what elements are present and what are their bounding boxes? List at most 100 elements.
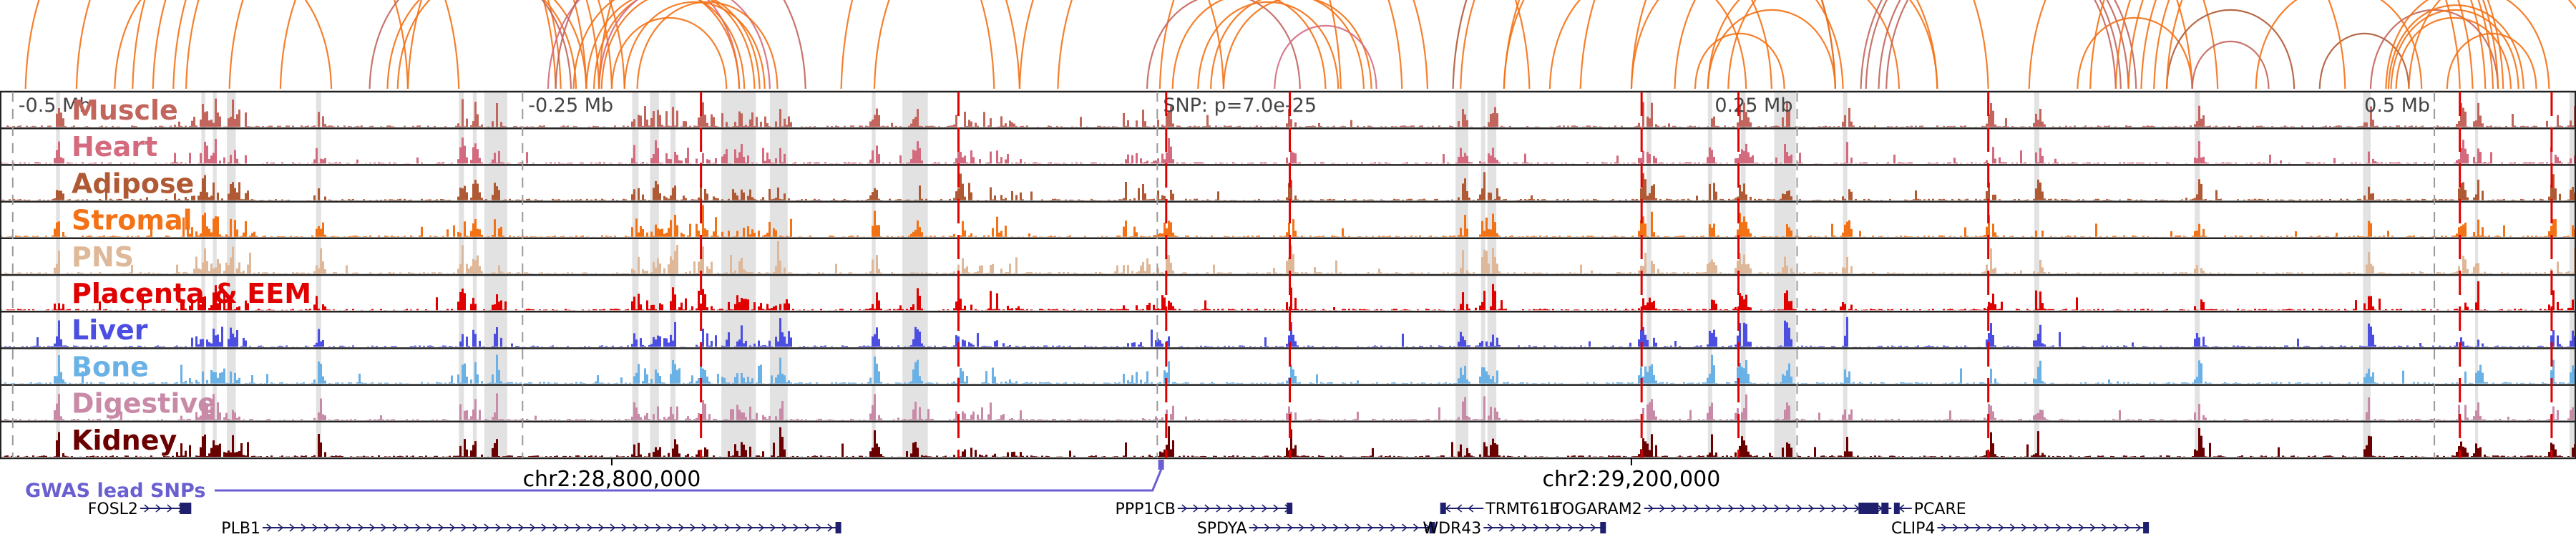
gene-trmt61b[interactable]: TRMT61B [1440,500,1561,518]
strand-arrow [770,523,776,532]
gwas-loci-lines [700,92,2553,458]
strand-arrow [610,523,616,532]
loop-arc [1707,9,1837,90]
coordinate-label: chr2:28,800,000 [523,467,701,492]
loop-arc [1630,0,1844,90]
strand-arrow [1345,523,1350,532]
loop-arc [2165,9,2296,90]
strand-arrow [655,523,662,532]
strand-arrow [1682,504,1688,513]
strand-arrow [1898,504,1905,513]
gene-clip4[interactable]: CLIP4 [1891,520,2150,537]
gene-pcare[interactable]: PCARE [1893,500,1966,518]
loop-arc [2408,0,2576,90]
strand-arrow [1181,504,1188,513]
strand-arrow [1250,504,1257,513]
strand-arrow [633,523,639,532]
loop-arc [2077,16,2193,90]
coordinate-label: chr2:29,200,000 [1543,467,1721,492]
strand-arrow [713,523,719,532]
loop-arc [1630,0,1989,90]
strand-arrow [1379,523,1385,532]
strand-arrow [301,523,307,532]
loop-arc [598,0,771,90]
strand-arrow [1952,523,1958,532]
gene-fosl2[interactable]: FOSL2 [88,500,192,518]
gene-annotation-track: FOSL2 PLB1 PPP1CB SPDYA TRMT61B WDR43 TOGARAM2… [88,500,2150,537]
strand-arrow [484,523,490,532]
strand-arrow [1521,523,1528,532]
strand-arrow [1705,504,1711,513]
gene-spdya[interactable]: SPDYA [1197,520,1435,537]
strand-arrow [495,523,502,532]
track-label-muscle: Muscle [72,95,178,126]
track-label-stromal: Stromal [72,205,192,236]
loop-arc [2318,33,2410,90]
strand-arrow [2101,523,2107,532]
loop-arc [279,0,625,90]
strand-arrow [1413,523,1419,532]
loop-arc [369,0,572,90]
exon [1600,522,1606,533]
gene-wdr43[interactable]: WDR43 [1423,520,1606,537]
strand-arrow [2032,523,2039,532]
gene-ppp1cb[interactable]: PPP1CB [1116,500,1293,518]
strand-arrow [2009,523,2016,532]
loop-arc [1674,0,1938,90]
strand-arrow [1456,504,1463,513]
strand-arrow [1193,504,1199,513]
loop-arc [1865,0,2122,90]
gene-label: FOSL2 [88,500,138,518]
coordinate-and-gwas-track: chr2:28,800,000 chr2:29,200,000 GWAS lead … [25,458,1720,502]
strand-arrow [644,523,650,532]
strand-arrow [575,523,582,532]
strand-arrow [1831,504,1837,513]
strand-arrow [167,504,173,513]
strand-arrow [701,523,708,532]
exon [2143,522,2150,533]
strand-arrow [1356,523,1362,532]
strand-arrow [1762,504,1768,513]
strand-arrow [2112,523,2119,532]
loop-arc [555,0,806,90]
loop-arc [1197,1,1340,90]
strand-arrow [827,523,834,532]
loop-arc [873,0,1225,90]
gwas-snp-marker[interactable] [1158,460,1164,470]
track-kidney [0,426,2576,460]
strand-arrow [1728,504,1734,513]
strand-arrow [1216,504,1222,513]
strand-arrow [1998,523,2004,532]
scale-bar: -0.5 Mb -0.25 Mb SNP: p=7.0e-25 0.25 Mb 0.5 … [11,92,2436,458]
strand-arrow [461,523,467,532]
exon [835,522,841,533]
gene-plb1[interactable]: PLB1 [221,520,841,537]
strand-arrow [1253,523,1259,532]
loop-arc [572,0,741,90]
strand-arrow [1333,523,1339,532]
strand-arrow [1425,523,1430,532]
strand-arrow [1648,504,1654,513]
loop-arc [386,0,577,90]
strand-arrow [2135,523,2142,532]
signal-bars [0,98,2576,127]
loop-arc [1878,0,2129,90]
signal-bars [0,354,2576,384]
strand-arrow [598,523,605,532]
strand-arrow [667,523,673,532]
gwas-connector-line [215,469,1163,492]
strand-arrow [472,523,479,532]
strand-arrow [1487,523,1493,532]
strand-arrow [426,523,433,532]
strand-arrow [289,523,296,532]
signal-tracks [0,90,2576,460]
strand-arrow [690,523,696,532]
strand-arrow [1590,523,1596,532]
gene-togaram2[interactable]: TOGARAM2 [1551,500,1892,518]
strand-arrow [1299,523,1304,532]
strand-arrow [587,523,593,532]
strand-arrow [1264,523,1270,532]
track-bone [0,354,2576,386]
strand-arrow [2089,523,2096,532]
